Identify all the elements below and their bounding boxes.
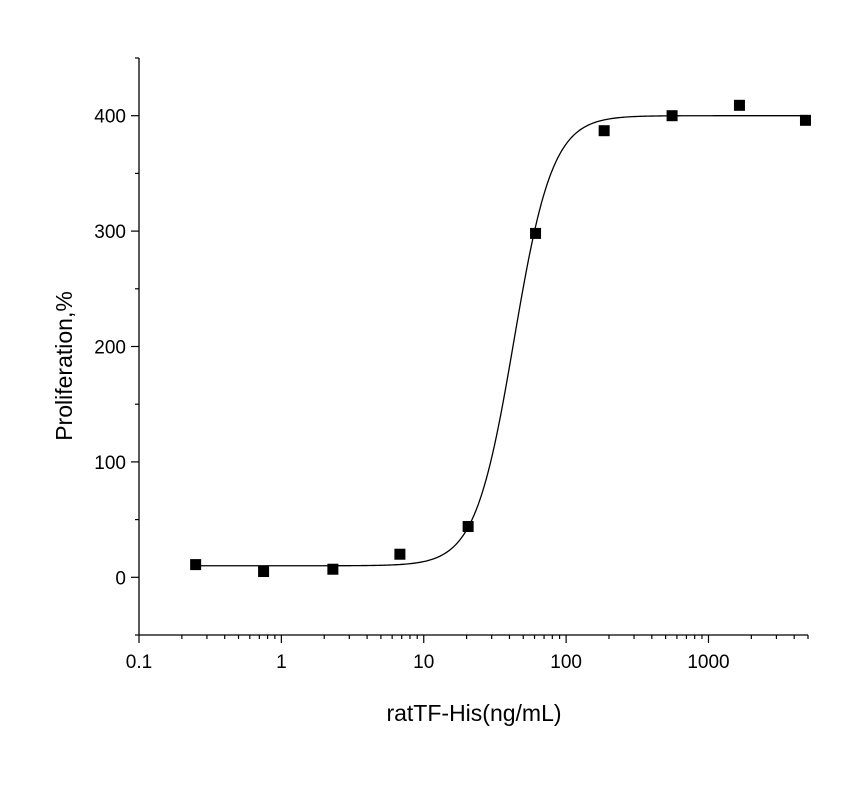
x-tick-label: 1000 xyxy=(687,652,729,673)
data-point xyxy=(598,125,610,137)
data-point xyxy=(462,521,474,533)
x-tick-label: 0.1 xyxy=(126,652,152,673)
data-point xyxy=(733,99,745,111)
y-tick-label: 100 xyxy=(94,453,126,474)
y-axis-title: Proliferation,% xyxy=(51,291,77,441)
data-point xyxy=(799,114,811,126)
y-tick-label: 0 xyxy=(115,568,126,589)
data-point xyxy=(530,227,542,239)
data-point xyxy=(394,548,406,560)
y-tick-label: 300 xyxy=(94,222,126,243)
y-axis-ticks: 0 100 200 300 400 xyxy=(94,57,139,636)
y-tick-label: 400 xyxy=(94,107,126,128)
x-axis-ticks: 0.1 1 10 100 1000 xyxy=(126,635,809,673)
axes xyxy=(138,58,808,636)
x-tick-label: 100 xyxy=(550,652,582,673)
x-axis-title: ratTF-His(ng/mL) xyxy=(386,700,561,726)
x-tick-label: 10 xyxy=(413,652,434,673)
data-point xyxy=(190,559,202,571)
data-points xyxy=(190,99,811,578)
data-point xyxy=(327,563,339,575)
data-point xyxy=(666,110,678,122)
data-point xyxy=(258,566,270,578)
fit-curve xyxy=(195,115,806,567)
x-tick-label: 1 xyxy=(276,652,287,673)
y-tick-label: 200 xyxy=(94,338,126,359)
